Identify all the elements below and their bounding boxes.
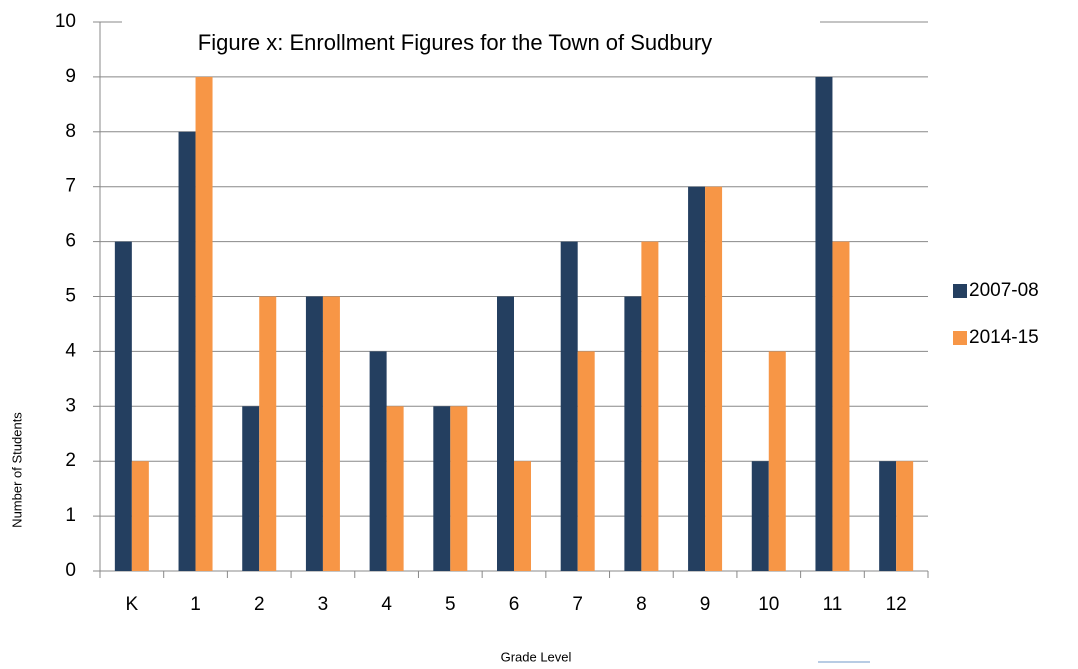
x-tick-label: 9 bbox=[700, 594, 711, 615]
bar bbox=[369, 351, 387, 571]
x-tick-label: 6 bbox=[509, 594, 520, 615]
y-tick-label: 1 bbox=[65, 505, 76, 526]
chart-title: Figure x: Enrollment Figures for the Tow… bbox=[198, 30, 712, 55]
bar bbox=[433, 406, 451, 571]
x-tick-label: 11 bbox=[823, 594, 843, 615]
y-tick-label: 0 bbox=[65, 560, 76, 581]
bar bbox=[751, 461, 769, 571]
title-backdrop bbox=[122, 14, 820, 34]
bar bbox=[514, 461, 531, 571]
bar bbox=[178, 131, 196, 572]
x-tick-label: 8 bbox=[636, 594, 647, 615]
x-tick-label: 5 bbox=[445, 594, 456, 615]
x-tick-label: 10 bbox=[758, 594, 779, 615]
y-tick-label: 5 bbox=[65, 286, 76, 307]
bar bbox=[624, 296, 642, 571]
legend-label: 2014-15 bbox=[969, 327, 1039, 348]
bar bbox=[242, 406, 260, 571]
bar bbox=[131, 461, 149, 571]
bar bbox=[322, 296, 340, 571]
y-tick-label: 10 bbox=[55, 11, 76, 32]
bar bbox=[386, 406, 404, 571]
bar bbox=[879, 461, 897, 571]
bar bbox=[815, 76, 833, 572]
bar bbox=[195, 76, 213, 572]
x-tick-label: 3 bbox=[318, 594, 329, 615]
bar bbox=[577, 351, 595, 571]
y-tick-label: 3 bbox=[65, 395, 76, 416]
bar bbox=[896, 461, 914, 571]
bars bbox=[114, 76, 914, 572]
x-tick-label: 4 bbox=[381, 594, 392, 615]
legend-swatch bbox=[953, 331, 967, 345]
bar bbox=[641, 241, 659, 571]
bar bbox=[259, 296, 277, 571]
y-tick-label: 7 bbox=[65, 176, 76, 197]
bar bbox=[560, 241, 578, 571]
x-tick-label: 12 bbox=[886, 594, 907, 615]
x-tick-label: 1 bbox=[190, 594, 201, 615]
x-tick-label: 2 bbox=[254, 594, 265, 615]
bar bbox=[688, 186, 706, 571]
bar bbox=[768, 351, 786, 571]
y-axis-label: Number of Students bbox=[9, 412, 24, 528]
x-tick-label: K bbox=[126, 594, 139, 615]
bar bbox=[705, 186, 723, 571]
bar bbox=[832, 241, 850, 571]
x-axis-label: Grade Level bbox=[501, 649, 572, 664]
y-tick-label: 9 bbox=[65, 66, 76, 87]
legend-label: 2007-08 bbox=[969, 280, 1039, 301]
y-tick-label: 4 bbox=[65, 340, 76, 361]
y-tick-label: 8 bbox=[65, 121, 76, 142]
x-tick-label: 7 bbox=[572, 594, 583, 615]
bar bbox=[497, 296, 514, 571]
legend-swatch bbox=[953, 284, 967, 298]
bar bbox=[450, 406, 468, 571]
bar bbox=[114, 241, 132, 571]
y-tick-label: 6 bbox=[65, 231, 76, 252]
y-tick-label: 2 bbox=[65, 450, 76, 471]
bar bbox=[305, 296, 323, 571]
